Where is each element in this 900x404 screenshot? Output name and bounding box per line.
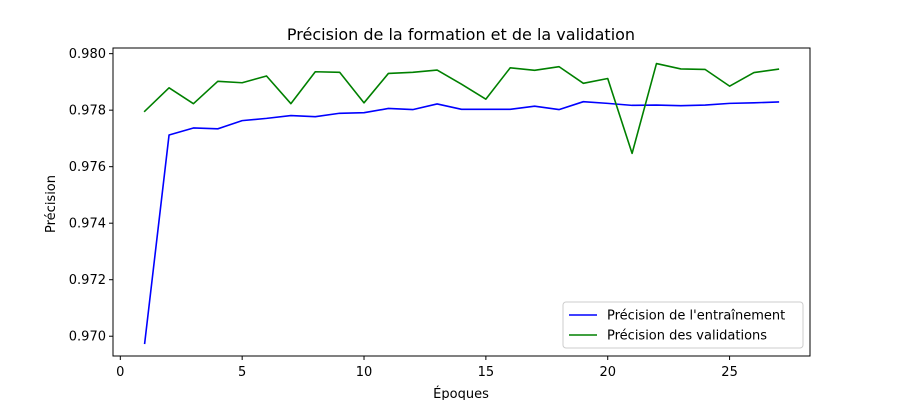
y-axis: 0.970 0.972 0.974 0.976 0.978 0.980: [69, 47, 113, 345]
x-tick-label: 15: [478, 365, 495, 380]
x-tick-label: 25: [721, 365, 738, 380]
y-tick-label: 0.978: [69, 104, 106, 119]
series-layer: [143, 62, 780, 345]
y-tick-label: 0.972: [69, 273, 106, 288]
x-tick-label: 10: [356, 365, 373, 380]
legend-label-2: Précision des validations: [607, 329, 767, 344]
y-tick-label: 0.974: [69, 217, 106, 232]
legend: Précision de l'entraînement Précision des…: [562, 301, 804, 349]
y-tick-label: 0.970: [69, 330, 106, 345]
y-tick-label: 0.976: [69, 160, 106, 175]
legend-label-1: Précision de l'entraînement: [607, 309, 785, 324]
x-tick-label: 0: [116, 365, 124, 380]
x-tick-label: 20: [599, 365, 616, 380]
x-axis: 0 5 10 15 20 25: [116, 356, 738, 380]
y-tick-label: 0.980: [69, 47, 106, 62]
y-axis-label: Précision: [44, 175, 59, 233]
x-axis-label: Époques: [433, 386, 489, 400]
x-tick-label: 5: [238, 365, 246, 380]
legend-box: [562, 301, 804, 349]
series-line-2: [143, 62, 780, 155]
series-line-1: [143, 100, 780, 345]
chart-title: Précision de la formation et de la valid…: [287, 25, 635, 44]
